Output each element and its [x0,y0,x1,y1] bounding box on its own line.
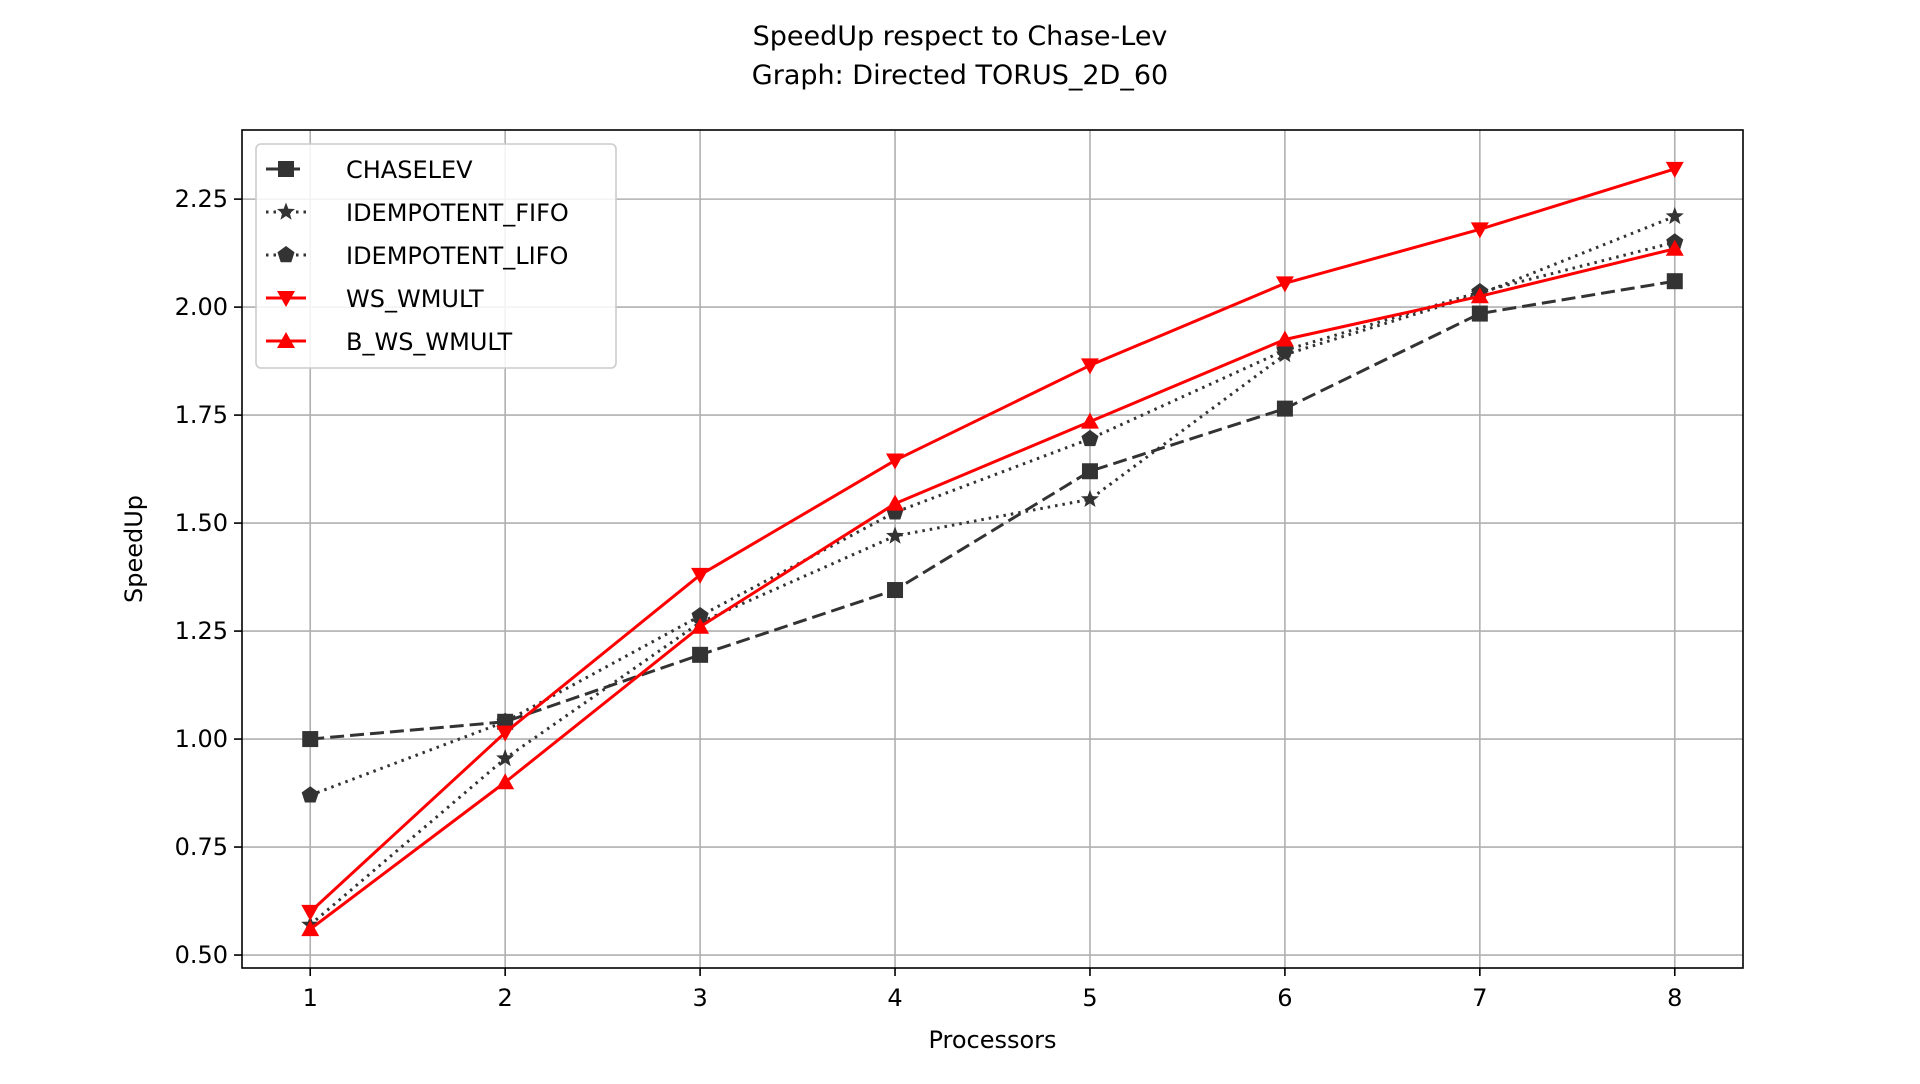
data-point [301,920,320,937]
x-axis-label: Processors [928,1026,1056,1054]
x-tick-label: 5 [1082,984,1097,1012]
data-point [1666,273,1683,290]
data-point [302,731,319,748]
data-point [886,453,905,470]
data-point [1081,429,1099,447]
data-point [1665,239,1684,256]
plot-frame [241,129,1744,969]
legend: CHASELEV IDEMPOTENT_FIFO IDEMPOTENT_LIFO WS… [255,143,617,369]
legend-label: WS_WMULT [346,285,484,313]
y-tick-label: 2.00 [175,293,228,321]
chart-title: SpeedUp respect to Chase-Lev [753,21,1168,52]
legend-box [255,143,617,369]
legend-entry: IDEMPOTENT_FIFO [266,199,569,227]
x-tick-label: 7 [1472,984,1487,1012]
y-tick-label: 0.50 [175,941,228,969]
legend-marker [277,291,295,307]
series-b-ws-wmult [301,239,1684,937]
series-chaselev [302,273,1683,748]
data-point [496,712,514,730]
legend-marker [278,161,294,177]
data-point [1665,206,1684,225]
legend-marker [276,202,296,220]
data-point [886,526,905,544]
data-point [691,606,709,624]
legend-label: CHASELEV [346,156,473,184]
y-tick-label: 0.75 [175,833,228,861]
y-tick-label: 1.25 [175,617,228,645]
series-group [301,161,1684,937]
data-point [301,904,320,921]
series-line [309,167,1676,913]
data-point [886,494,905,511]
x-tick-label: 3 [692,984,707,1012]
data-point [496,749,515,767]
data-point [301,786,319,803]
x-tick-label: 6 [1277,984,1292,1012]
data-point [496,773,515,790]
data-point [1081,463,1098,480]
data-point [1080,358,1099,375]
x-tick-label: 4 [887,984,902,1012]
legend-entry: IDEMPOTENT_LIFO [266,242,568,270]
x-tick-label: 8 [1667,984,1682,1012]
legend-label: IDEMPOTENT_LIFO [346,242,568,270]
data-point [887,582,904,599]
data-point [496,725,515,742]
y-axis-label: SpeedUp [120,495,148,603]
data-point [1275,276,1294,293]
series-line [310,279,1676,741]
data-point [1470,222,1489,239]
data-point [691,617,710,634]
y-tick-label: 1.75 [175,401,228,429]
legend-label: IDEMPOTENT_FIFO [346,199,569,227]
chart-subtitle: Graph: Directed TORUS_2D_60 [752,60,1168,91]
y-tick-label: 2.25 [175,185,228,213]
series-line [309,247,1676,931]
data-point [1470,287,1489,304]
legend-entry: B_WS_WMULT [266,328,513,356]
data-point [692,646,709,663]
y-tick-label: 1.50 [175,509,228,537]
data-point [1275,330,1294,347]
x-tick-label: 1 [303,984,318,1012]
legend-entry: CHASELEV [266,156,473,184]
x-tick-label: 2 [498,984,513,1012]
data-point [1276,400,1293,417]
legend-marker [277,332,295,348]
data-point [1080,412,1099,429]
legend-label: B_WS_WMULT [346,328,513,356]
data-point [1665,161,1684,178]
data-point [1471,305,1488,322]
grid [242,130,1743,968]
legend-marker [277,246,295,263]
axes: 1 2 3 4 5 6 7 8 0.50 0.75 1.00 1.25 1.50 1.75 2.00 2.25 [175,185,1683,1012]
data-point [1080,489,1099,508]
legend-entry: WS_WMULT [266,285,484,313]
data-point [691,567,710,584]
y-tick-label: 1.00 [175,725,228,753]
series-ws-wmult [301,161,1684,921]
